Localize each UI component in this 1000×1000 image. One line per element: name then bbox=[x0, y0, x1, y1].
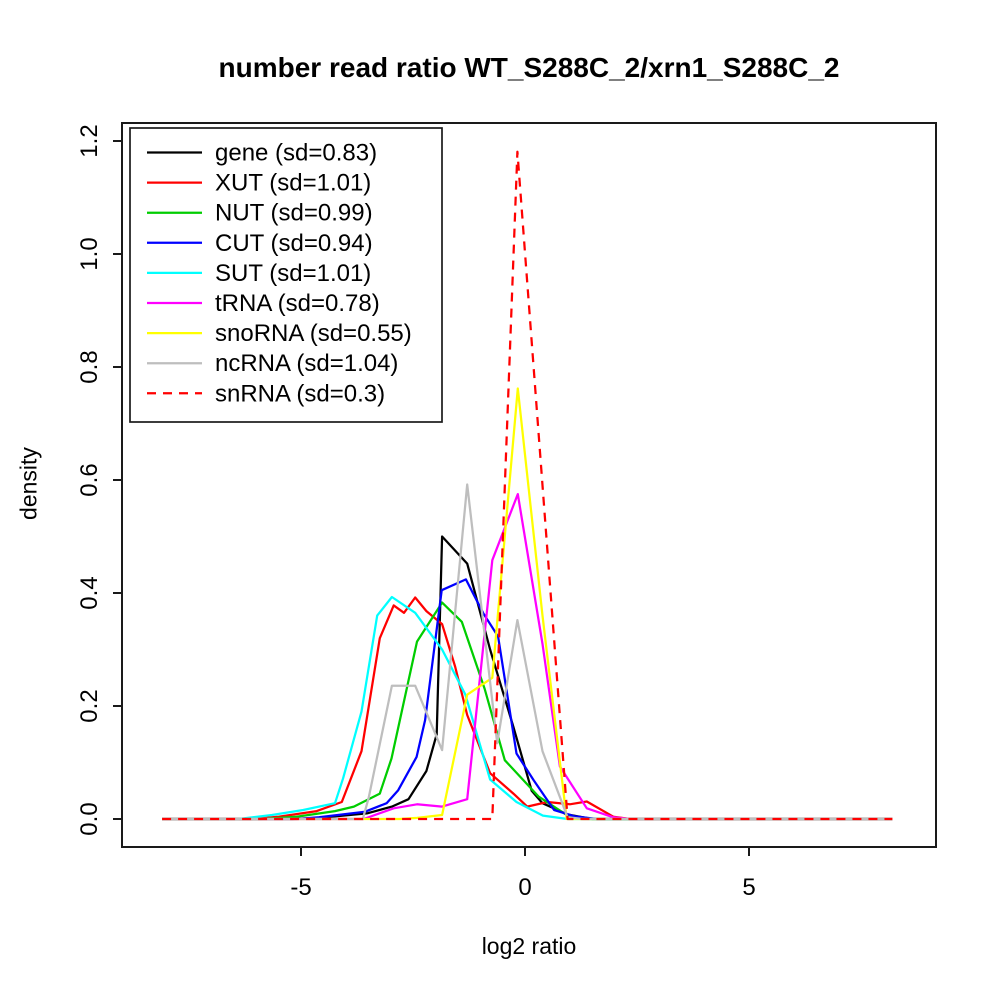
legend-label-SUT: SUT (sd=1.01) bbox=[215, 260, 371, 287]
curve-XUT bbox=[162, 596, 893, 821]
curve-snRNA bbox=[162, 150, 893, 821]
y-tick-label: 1.0 bbox=[76, 237, 103, 270]
y-tick-label: 0.8 bbox=[76, 350, 103, 383]
curve-SUT bbox=[162, 595, 893, 821]
legend-box bbox=[129, 127, 443, 423]
y-tick-label: 0.6 bbox=[76, 463, 103, 496]
x-axis-label: log2 ratio bbox=[481, 933, 577, 959]
x-tick-label: -5 bbox=[290, 874, 311, 901]
chart-title: number read ratio WT_S288C_2/xrn1_S288C_… bbox=[218, 52, 840, 83]
legend-label-NUT: NUT (sd=0.99) bbox=[215, 200, 373, 227]
curve-NUT bbox=[162, 601, 893, 821]
y-tick-label: 0.4 bbox=[76, 576, 103, 609]
y-tick-label: 0.2 bbox=[76, 689, 103, 722]
y-tick-label: 1.2 bbox=[76, 124, 103, 157]
curve-gene bbox=[162, 535, 893, 821]
x-tick-label: 0 bbox=[518, 874, 531, 901]
legend-label-snRNA: snRNA (sd=0.3) bbox=[215, 380, 385, 407]
legend-label-gene: gene (sd=0.83) bbox=[215, 140, 377, 167]
legend-label-tRNA: tRNA (sd=0.78) bbox=[215, 290, 380, 317]
y-tick-label: 0.0 bbox=[76, 802, 103, 835]
curve-snoRNA bbox=[162, 387, 893, 821]
plot-box bbox=[121, 122, 937, 848]
x-tick-label: 5 bbox=[742, 874, 755, 901]
legend-label-XUT: XUT (sd=1.01) bbox=[215, 170, 371, 197]
legend-label-snoRNA: snoRNA (sd=0.55) bbox=[215, 320, 412, 347]
legend-label-CUT: CUT (sd=0.94) bbox=[215, 230, 373, 257]
legend-label-ncRNA: ncRNA (sd=1.04) bbox=[215, 350, 398, 377]
curve-CUT bbox=[162, 578, 893, 821]
